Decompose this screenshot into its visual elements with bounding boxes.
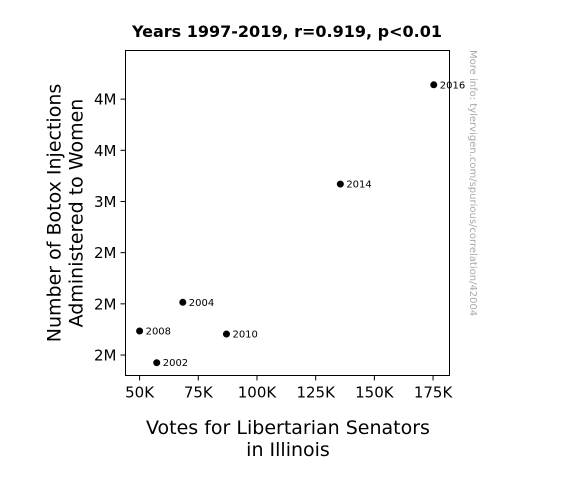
- x-axis-label-line-1: Votes for Libertarian Senators: [146, 417, 430, 439]
- data-point: [153, 359, 161, 367]
- y-tick-label: 4M: [94, 142, 117, 160]
- plot-area: [125, 50, 450, 376]
- y-axis-label-line-1: Number of Botox Injections: [44, 84, 66, 343]
- y-axis: 2M 2M 2M 3M 4M 4M: [94, 91, 126, 365]
- y-axis-label-line-2: Administered to Women: [66, 99, 88, 328]
- data-point: [430, 81, 438, 89]
- data-point: [136, 327, 144, 335]
- data-point: [336, 180, 344, 188]
- x-tick-label: 100K: [238, 384, 278, 402]
- y-tick-label: 2M: [94, 347, 117, 365]
- data-point: [222, 330, 230, 338]
- data-point-label: 2016: [440, 80, 465, 91]
- data-point-label: 2008: [146, 326, 171, 337]
- data-point: [179, 298, 187, 306]
- x-tick-label: 175K: [414, 384, 454, 402]
- x-tick-label: 125K: [296, 384, 336, 402]
- x-axis-label-line-2: in Illinois: [246, 439, 330, 461]
- x-tick-label: 75K: [184, 384, 214, 402]
- data-point-label: 2002: [163, 358, 188, 369]
- x-tick-label: 150K: [355, 384, 395, 402]
- data-point-label: 2014: [346, 180, 371, 191]
- y-tick-label: 3M: [94, 193, 117, 211]
- y-tick-label: 2M: [94, 295, 117, 313]
- y-tick-label: 4M: [94, 91, 117, 109]
- x-tick-label: 50K: [125, 384, 155, 402]
- watermark: More info: tylervigen.com/spurious/corre…: [467, 50, 478, 316]
- data-points: 2016 2014 2004 2008 2010 2002: [136, 80, 465, 369]
- data-point-label: 2004: [189, 298, 214, 309]
- y-tick-label: 2M: [94, 244, 117, 262]
- chart-title: Years 1997-2019, r=0.919, p<0.01: [131, 22, 442, 41]
- data-point-label: 2010: [232, 330, 257, 341]
- x-axis: 50K 75K 100K 125K 150K 175K: [125, 375, 454, 402]
